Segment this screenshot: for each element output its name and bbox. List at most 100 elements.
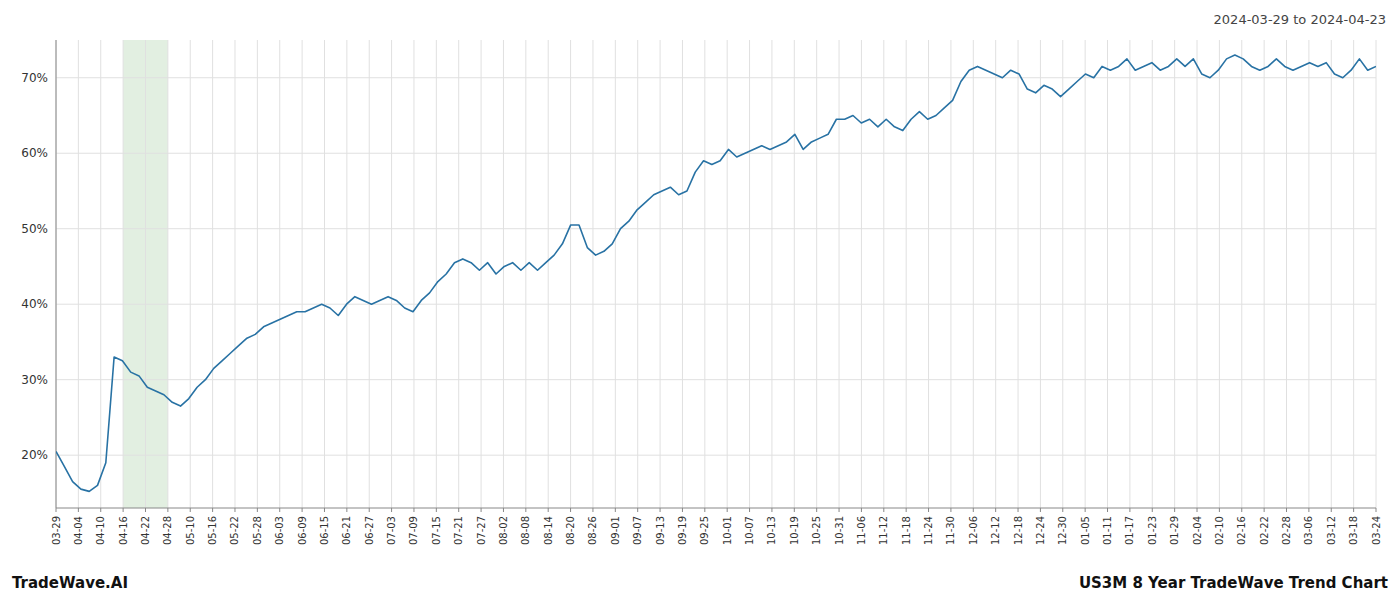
x-tick — [279, 508, 280, 512]
x-tick-label: 03-24 — [1371, 516, 1382, 545]
x-tick — [816, 508, 817, 512]
x-grid-line — [615, 40, 616, 508]
x-tick — [794, 508, 795, 512]
x-tick — [1129, 508, 1130, 512]
x-tick — [548, 508, 549, 512]
x-tick — [1241, 508, 1242, 512]
x-grid-line — [861, 40, 862, 508]
y-grid-line — [56, 455, 1376, 456]
chart: 20%30%40%50%60%70%03-2904-0404-1004-1604… — [0, 0, 1400, 600]
x-grid-line — [123, 40, 124, 508]
x-tick — [212, 508, 213, 512]
x-grid-line — [660, 40, 661, 508]
x-tick-label: 07-15 — [431, 516, 442, 545]
x-tick-label: 04-22 — [140, 516, 151, 545]
y-tick-label: 30% — [21, 373, 48, 387]
x-grid-line — [1353, 40, 1354, 508]
x-grid-line — [56, 40, 57, 508]
x-tick-label: 01-17 — [1124, 516, 1135, 545]
x-tick-label: 09-19 — [677, 516, 688, 545]
x-grid-line — [346, 40, 347, 508]
x-tick-label: 09-25 — [699, 516, 710, 545]
x-grid-line — [1241, 40, 1242, 508]
x-grid-line — [704, 40, 705, 508]
x-grid-line — [794, 40, 795, 508]
x-tick — [749, 508, 750, 512]
x-grid-line — [257, 40, 258, 508]
x-tick — [1264, 508, 1265, 512]
x-tick — [234, 508, 235, 512]
x-tick — [1197, 508, 1198, 512]
x-tick-label: 05-22 — [229, 516, 240, 545]
y-tick-label: 50% — [21, 222, 48, 236]
x-tick — [1308, 508, 1309, 512]
x-tick — [1152, 508, 1153, 512]
x-tick — [145, 508, 146, 512]
x-tick — [883, 508, 884, 512]
x-tick — [458, 508, 459, 512]
x-tick — [615, 508, 616, 512]
x-grid-line — [727, 40, 728, 508]
x-tick — [1331, 508, 1332, 512]
y-tick-label: 60% — [21, 146, 48, 160]
x-tick-label: 08-26 — [587, 516, 598, 545]
x-tick-label: 08-20 — [565, 516, 576, 545]
x-tick — [682, 508, 683, 512]
x-tick — [660, 508, 661, 512]
x-tick-label: 04-28 — [162, 516, 173, 545]
x-axis-line — [56, 508, 1376, 509]
title: 2024-03-29 to 2024-04-23 — [1214, 12, 1386, 27]
x-grid-line — [1286, 40, 1287, 508]
x-tick-label: 04-04 — [73, 516, 84, 545]
x-tick — [1219, 508, 1220, 512]
x-tick-label: 10-07 — [744, 516, 755, 545]
y-tick-label: 40% — [21, 297, 48, 311]
x-grid-line — [1107, 40, 1108, 508]
x-tick — [1286, 508, 1287, 512]
x-grid-line — [1264, 40, 1265, 508]
x-tick-label: 10-01 — [722, 516, 733, 545]
x-grid-line — [302, 40, 303, 508]
x-tick — [1062, 508, 1063, 512]
x-tick-label: 07-03 — [386, 516, 397, 545]
x-grid-line — [212, 40, 213, 508]
x-grid-line — [1308, 40, 1309, 508]
x-tick-label: 08-08 — [520, 516, 531, 545]
x-tick — [839, 508, 840, 512]
x-tick — [637, 508, 638, 512]
x-grid-line — [771, 40, 772, 508]
x-grid-line — [637, 40, 638, 508]
x-grid-line — [883, 40, 884, 508]
x-tick-label: 12-12 — [990, 516, 1001, 545]
annotation: TradeWave.AI — [12, 574, 128, 592]
x-tick-label: 12-24 — [1035, 516, 1046, 545]
line — [56, 55, 1376, 491]
x-grid-line — [458, 40, 459, 508]
y-axis-line — [56, 40, 57, 508]
x-grid-line — [1040, 40, 1041, 508]
x-tick-label: 07-21 — [453, 516, 464, 545]
x-grid-line — [1085, 40, 1086, 508]
x-grid-line — [1129, 40, 1130, 508]
x-grid-line — [369, 40, 370, 508]
x-tick — [906, 508, 907, 512]
x-tick-label: 11-30 — [945, 516, 956, 545]
y-tick-label: 70% — [21, 71, 48, 85]
x-grid-line — [950, 40, 951, 508]
x-tick — [78, 508, 79, 512]
x-grid-line — [906, 40, 907, 508]
x-tick-label: 05-10 — [185, 516, 196, 545]
x-tick-label: 06-15 — [319, 516, 330, 545]
x-tick-label: 01-05 — [1080, 516, 1091, 545]
x-grid-line — [682, 40, 683, 508]
x-tick — [257, 508, 258, 512]
x-tick-label: 03-12 — [1326, 516, 1337, 545]
x-tick-label: 09-07 — [632, 516, 643, 545]
x-grid-line — [749, 40, 750, 508]
y-tick-label: 20% — [21, 448, 48, 462]
x-grid-line — [436, 40, 437, 508]
annotation: US3M 8 Year TradeWave Trend Chart — [1079, 574, 1388, 592]
x-tick-label: 06-03 — [274, 516, 285, 545]
x-tick-label: 10-25 — [811, 516, 822, 545]
x-tick-label: 04-10 — [95, 516, 106, 545]
